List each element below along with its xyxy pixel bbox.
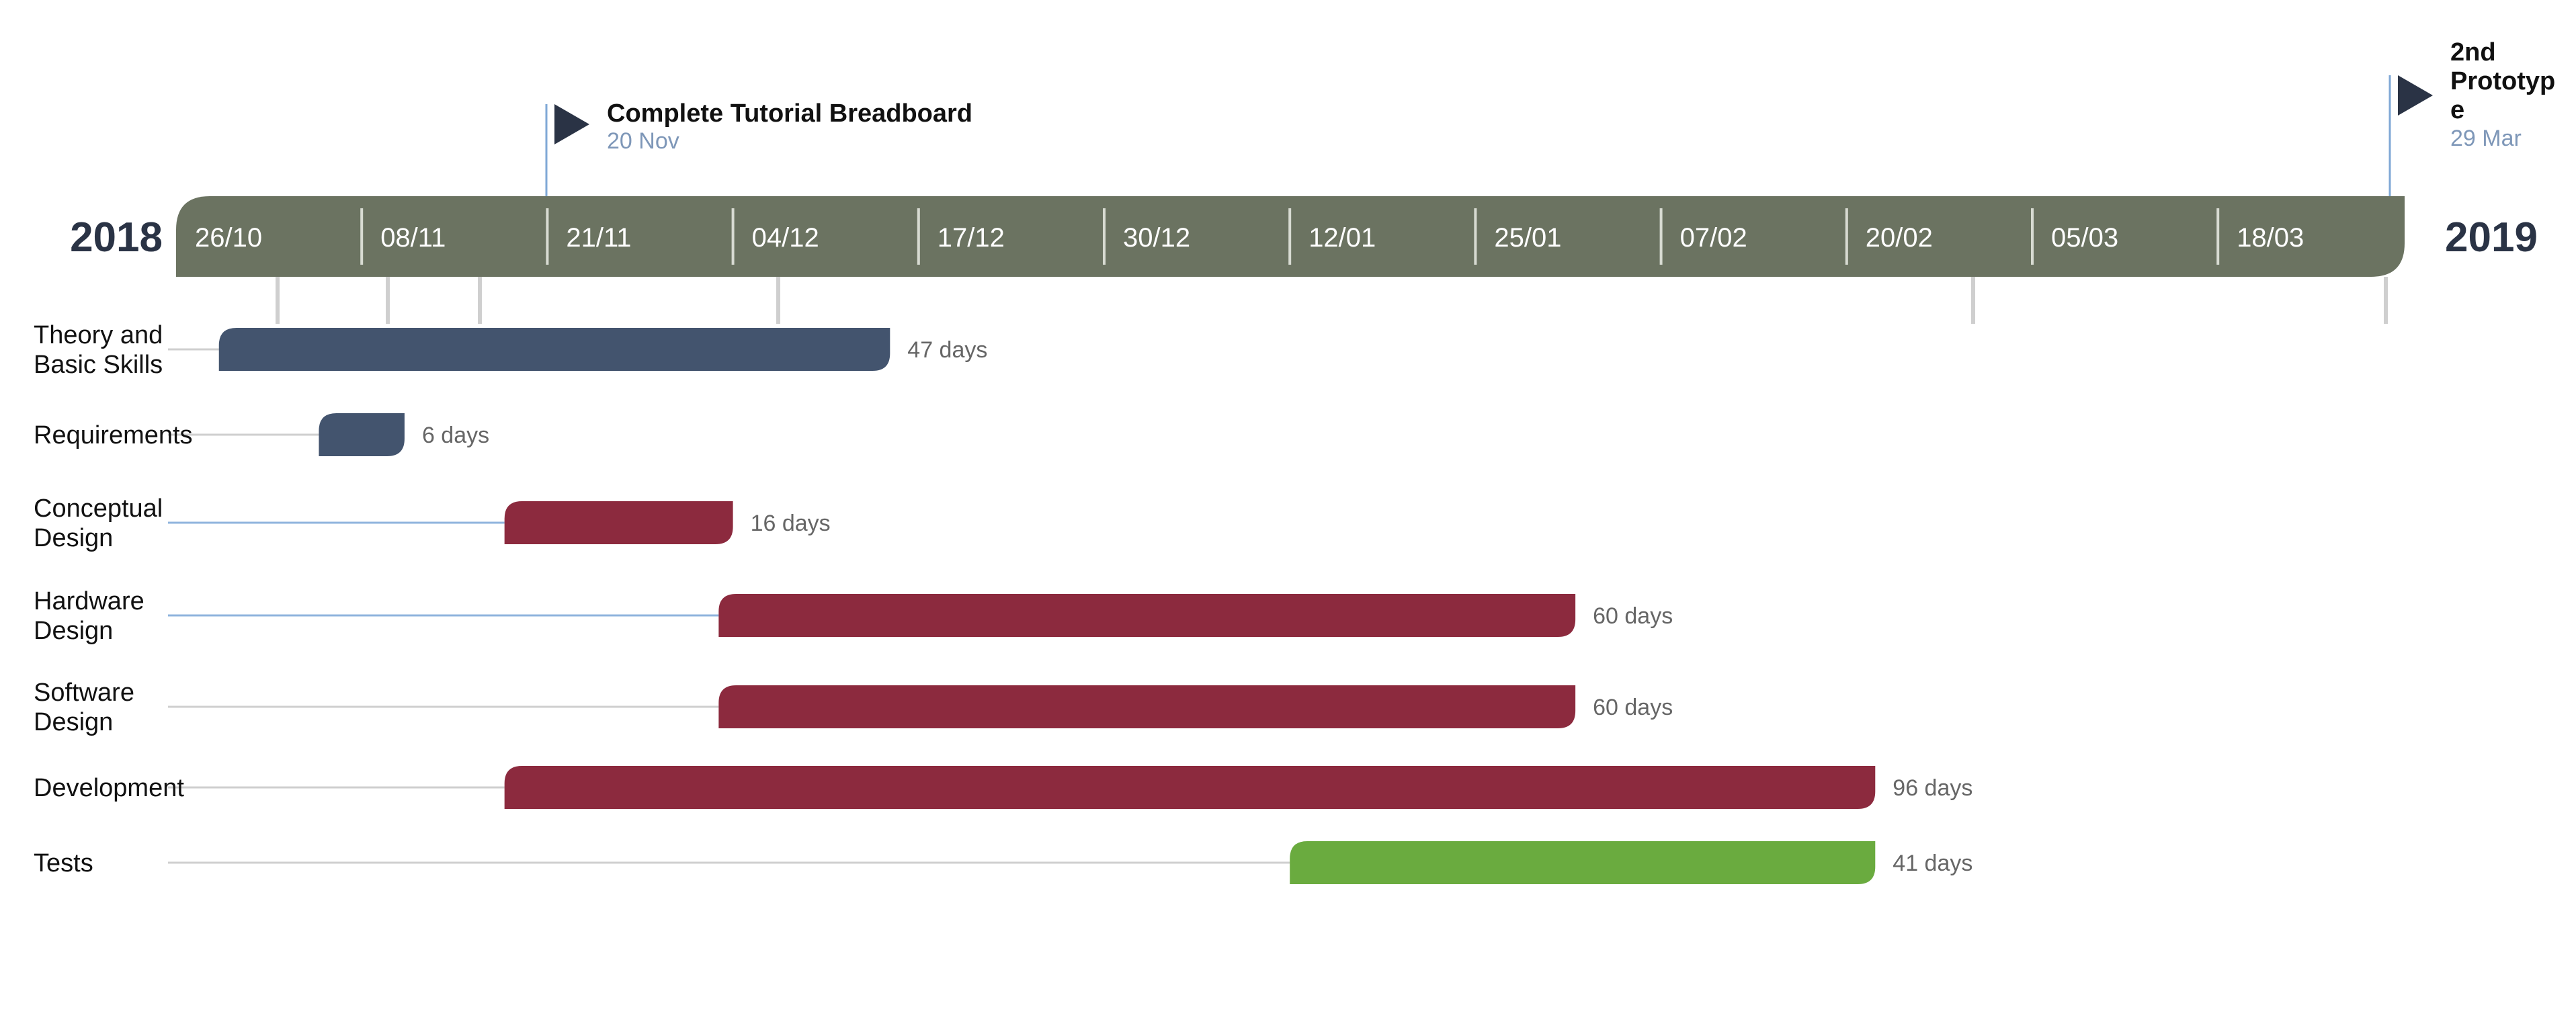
task-bar	[1290, 841, 1876, 884]
timeline-tick-label: 12/01	[1308, 223, 1376, 253]
milestone-flag-icon	[2398, 75, 2433, 116]
timeline-tick-label: 20/02	[1866, 223, 1933, 253]
task-name-label: Design	[34, 617, 113, 645]
timeline-tick-label: 26/10	[195, 223, 262, 253]
timeline-tick-label: 07/02	[1680, 223, 1747, 253]
task-bar	[718, 594, 1576, 637]
task-name-label: Requirements	[34, 421, 193, 449]
task-name-label: Conceptual	[34, 494, 163, 523]
task-bar	[319, 413, 405, 456]
start-year-label: 2018	[70, 214, 163, 261]
timeline-tick-label: 17/12	[938, 223, 1005, 253]
task-name-label: Development	[34, 774, 184, 802]
task-duration-label: 60 days	[1593, 603, 1673, 629]
task-name-label: Basic Skills	[34, 351, 163, 379]
task-name-label: Design	[34, 708, 113, 736]
task-bar	[218, 328, 890, 371]
task-name-label: Hardware	[34, 587, 144, 615]
task-duration-label: 6 days	[422, 423, 489, 448]
timeline-tick-label: 04/12	[752, 223, 819, 253]
timeline-tick-label: 08/11	[380, 223, 446, 253]
task-name-label: Theory and	[34, 321, 163, 349]
task-duration-label: 47 days	[907, 337, 987, 363]
task-bar	[504, 501, 733, 544]
task-bar	[718, 685, 1576, 728]
milestone-title: 2nd	[2450, 38, 2496, 67]
task-bar	[504, 766, 1876, 809]
timeline-tick-label: 30/12	[1123, 223, 1190, 253]
task-name-label: Tests	[34, 849, 93, 877]
end-year-label: 2019	[2445, 214, 2538, 261]
task-name-label: Design	[34, 524, 113, 552]
timeline-tick-label: 25/01	[1494, 223, 1561, 253]
timeline-tick-label: 21/11	[566, 223, 631, 253]
task-name-label: Software	[34, 679, 134, 707]
timeline-tick-label: 05/03	[2051, 223, 2118, 253]
task-duration-label: 96 days	[1893, 775, 1972, 801]
milestone-date: 29 Mar	[2450, 126, 2522, 151]
task-duration-label: 41 days	[1893, 851, 1972, 876]
milestone-flag-icon	[554, 104, 589, 144]
timeline-tick-label: 18/03	[2237, 223, 2304, 253]
task-duration-label: 60 days	[1593, 695, 1673, 720]
milestone-date: 20 Nov	[607, 128, 679, 154]
milestone-title: Complete Tutorial Breadboard	[607, 99, 972, 128]
milestone-title: e	[2450, 96, 2464, 124]
milestone-title: Prototyp	[2450, 67, 2555, 95]
task-duration-label: 16 days	[751, 511, 831, 536]
